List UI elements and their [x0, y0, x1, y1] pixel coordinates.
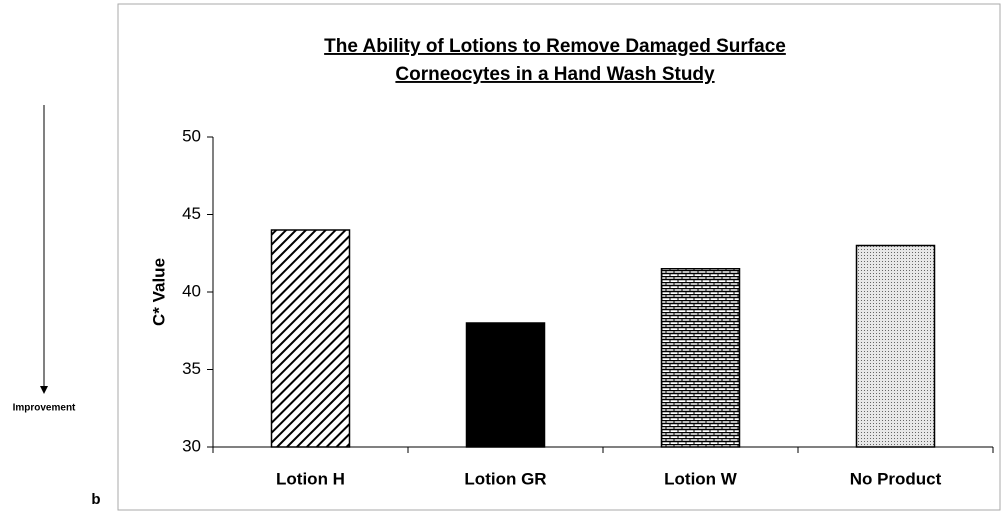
x-tick-label: Lotion H [276, 469, 345, 488]
y-tick-label: 40 [182, 281, 201, 300]
chart-title: Corneocytes in a Hand Wash Study [395, 64, 715, 85]
chart-title: The Ability of Lotions to Remove Damaged… [324, 36, 786, 57]
y-tick-label: 45 [182, 204, 201, 223]
panel-label: b [91, 491, 100, 508]
bar [465, 322, 546, 448]
bar [855, 244, 936, 448]
chart-frame [117, 3, 1001, 511]
arrow-head [40, 386, 48, 394]
x-tick-label: Lotion W [664, 469, 738, 488]
x-tick-label: No Product [850, 469, 942, 488]
y-tick-label: 30 [182, 436, 201, 455]
x-tick-label: Lotion GR [464, 469, 546, 488]
annotation: Improvement [13, 403, 76, 414]
y-tick-label: 35 [182, 359, 201, 378]
y-axis-label: C* Value [149, 258, 168, 326]
bar [270, 229, 351, 448]
y-tick-label: 50 [182, 126, 201, 145]
bar [660, 268, 741, 448]
